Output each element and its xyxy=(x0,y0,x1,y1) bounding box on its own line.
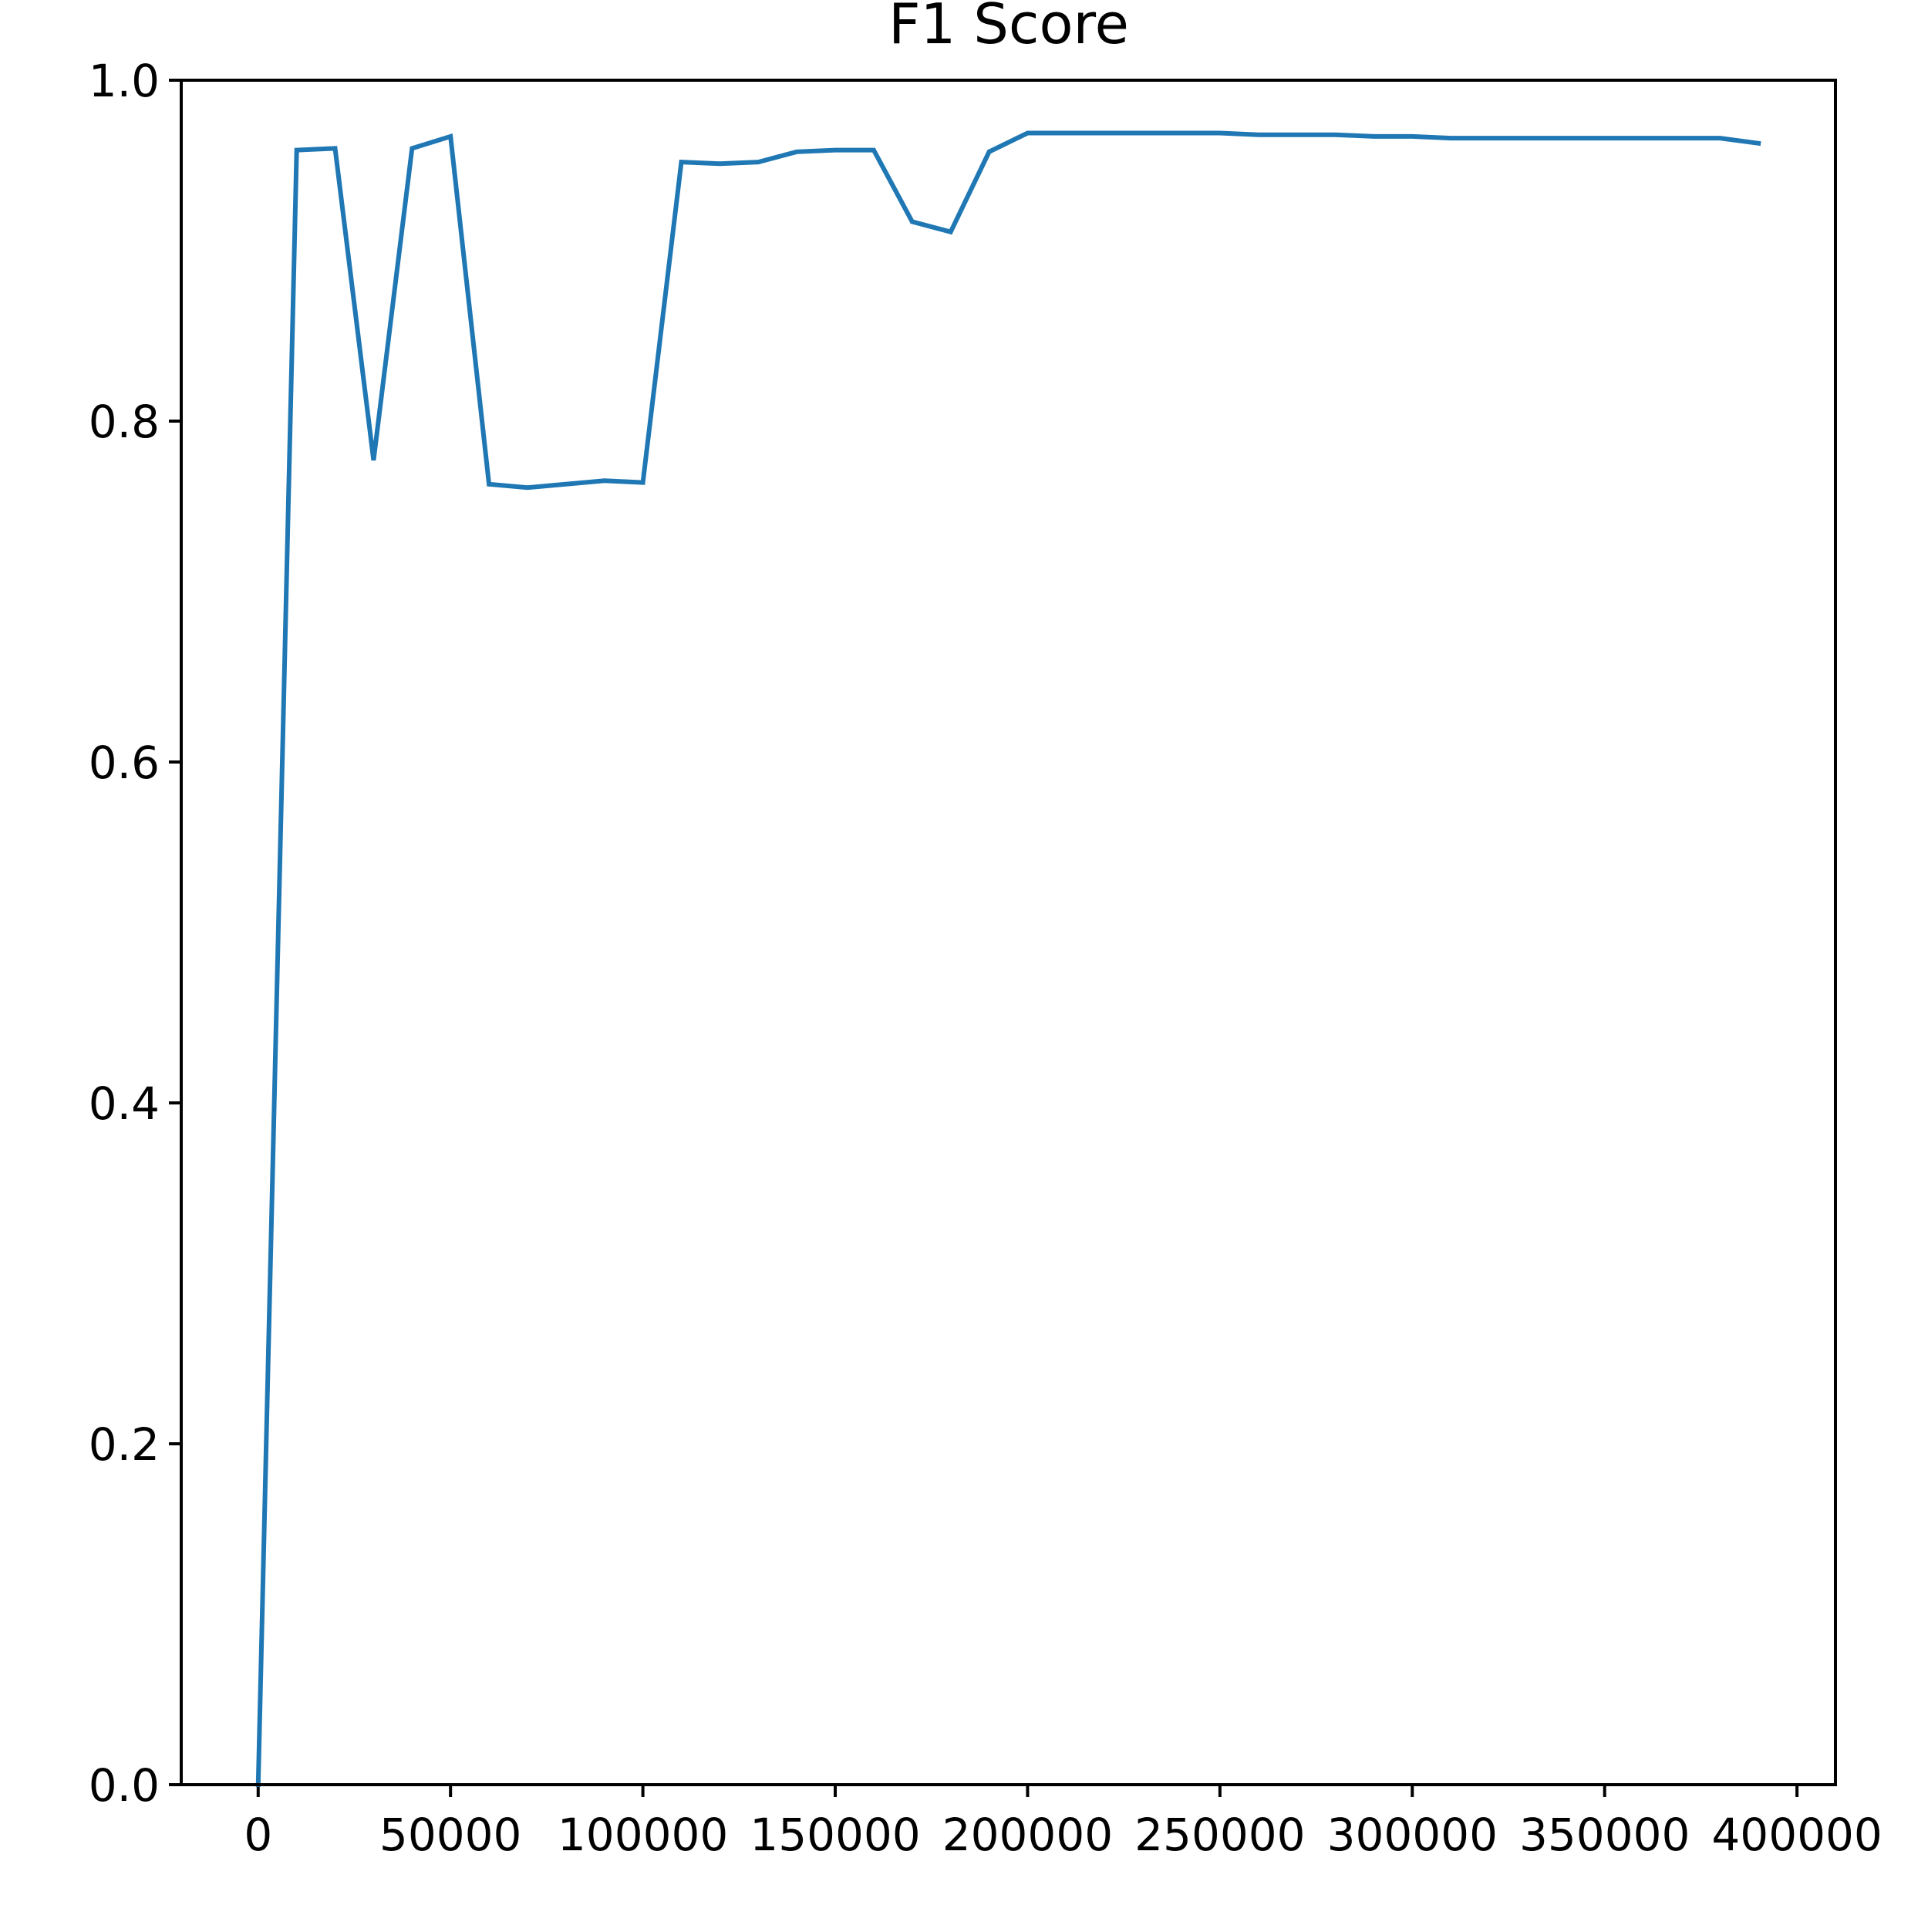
axes-frame xyxy=(180,79,1837,1786)
y-tick-label: 0.2 xyxy=(89,1418,160,1471)
x-tick-label: 200000 xyxy=(942,1809,1113,1861)
y-tick-label: 1.0 xyxy=(89,55,160,107)
x-tick-label: 400000 xyxy=(1711,1809,1882,1861)
x-tick-label: 300000 xyxy=(1327,1809,1498,1861)
y-tick-label: 0.6 xyxy=(89,737,160,789)
x-axis: 0 50000 100000 150000 200000 250000 300000 3500… xyxy=(244,1785,1882,1861)
y-tick-label: 0.8 xyxy=(89,396,160,448)
y-tick-label: 0.0 xyxy=(89,1759,160,1812)
x-tick-label: 50000 xyxy=(379,1809,522,1861)
x-tick-label: 150000 xyxy=(750,1809,920,1861)
x-tick-label: 0 xyxy=(244,1809,272,1861)
x-tick-label: 100000 xyxy=(558,1809,728,1861)
f1-score-line xyxy=(255,130,1761,1788)
x-tick-label: 350000 xyxy=(1519,1809,1690,1861)
y-axis: 0.0 0.2 0.4 0.6 0.8 1.0 xyxy=(89,55,181,1812)
x-tick-label: 250000 xyxy=(1134,1809,1305,1861)
series-layer xyxy=(255,130,1761,1788)
y-tick-label: 0.4 xyxy=(89,1077,160,1130)
chart-title: F1 Score xyxy=(888,0,1129,56)
